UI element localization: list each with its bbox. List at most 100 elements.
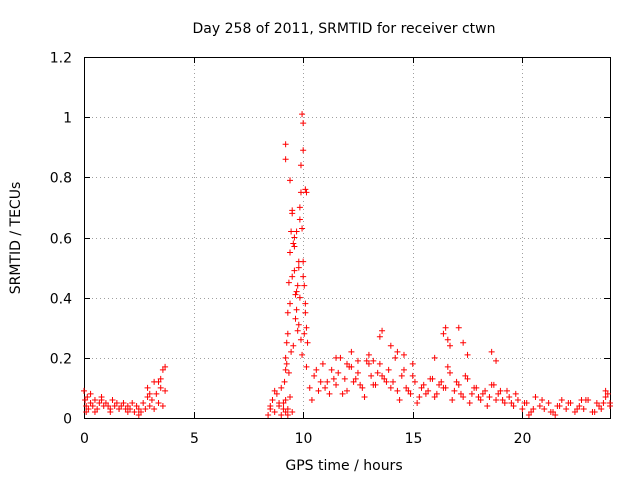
data-point	[436, 381, 443, 388]
data-point	[506, 393, 513, 400]
data-point	[129, 399, 136, 406]
data-point	[288, 348, 295, 355]
data-point	[273, 390, 280, 397]
data-point	[416, 393, 423, 400]
data-point	[269, 396, 276, 403]
x-tick-label: 5	[190, 431, 199, 447]
data-point	[352, 375, 359, 382]
data-point	[291, 234, 298, 241]
data-point	[294, 327, 301, 334]
data-point	[287, 393, 294, 400]
x-tick-label: 0	[80, 431, 89, 447]
data-point	[411, 378, 418, 385]
y-axis-label: SRMTID / TECUs	[8, 182, 24, 295]
data-point	[539, 396, 546, 403]
data-point	[296, 294, 303, 301]
data-point	[300, 147, 307, 154]
data-point	[431, 393, 438, 400]
data-point	[159, 366, 166, 373]
data-point	[431, 354, 438, 361]
data-point	[576, 402, 583, 409]
data-point	[396, 396, 403, 403]
data-point	[157, 375, 164, 382]
data-point	[598, 405, 605, 412]
data-point	[591, 408, 598, 415]
data-point	[379, 327, 386, 334]
data-point	[471, 384, 478, 391]
data-point	[427, 375, 434, 382]
data-point	[311, 372, 318, 379]
data-point	[453, 378, 460, 385]
data-point	[135, 405, 142, 412]
data-point	[297, 336, 304, 343]
data-point	[521, 399, 528, 406]
data-point	[464, 351, 471, 358]
data-point	[91, 396, 98, 403]
data-point	[519, 405, 526, 412]
data-point	[299, 111, 306, 118]
data-point	[602, 387, 609, 394]
data-point	[308, 396, 315, 403]
data-point	[376, 360, 383, 367]
data-point	[284, 330, 291, 337]
data-point	[409, 372, 416, 379]
data-point	[330, 375, 337, 382]
data-point	[133, 402, 140, 409]
data-point	[140, 399, 147, 406]
data-point	[146, 390, 153, 397]
data-point	[102, 399, 109, 406]
data-point	[292, 315, 299, 322]
data-point	[302, 186, 309, 193]
data-point	[287, 300, 294, 307]
data-point	[532, 393, 539, 400]
data-point	[462, 372, 469, 379]
data-point	[290, 342, 297, 349]
data-point	[370, 381, 377, 388]
data-point	[322, 384, 329, 391]
data-point	[354, 369, 361, 376]
data-point	[344, 387, 350, 394]
data-point	[288, 228, 295, 235]
data-point	[541, 405, 548, 412]
data-point	[89, 402, 96, 409]
data-point	[374, 369, 381, 376]
data-point	[488, 381, 495, 388]
data-point	[370, 357, 377, 364]
x-tick-label: 10	[295, 431, 313, 447]
data-point	[510, 402, 517, 409]
data-point	[530, 405, 537, 412]
data-point	[449, 396, 456, 403]
data-point	[545, 399, 552, 406]
data-point	[488, 348, 495, 355]
data-point	[292, 291, 299, 298]
data-point	[289, 408, 296, 415]
data-point	[414, 399, 421, 406]
data-point	[600, 399, 607, 406]
data-point	[394, 348, 401, 355]
data-point	[94, 405, 101, 412]
data-point	[291, 267, 298, 274]
x-tick-label: 20	[514, 431, 532, 447]
data-point	[420, 381, 427, 388]
data-point	[547, 408, 554, 415]
data-point	[486, 393, 493, 400]
data-point	[528, 408, 535, 415]
data-point	[120, 399, 127, 406]
data-point	[295, 321, 302, 328]
y-tick-label: 1.2	[50, 51, 72, 67]
data-point	[113, 399, 120, 406]
data-point	[571, 408, 578, 415]
data-point	[301, 330, 308, 337]
data-point	[276, 399, 283, 406]
data-point	[287, 177, 294, 184]
data-point	[333, 381, 340, 388]
data-point	[300, 120, 307, 127]
data-point	[558, 396, 565, 403]
data-point	[283, 360, 290, 367]
data-point	[142, 405, 149, 412]
data-point	[357, 381, 364, 388]
y-tick-label: 0.2	[50, 352, 72, 368]
data-point	[282, 354, 289, 361]
data-point	[295, 264, 302, 271]
